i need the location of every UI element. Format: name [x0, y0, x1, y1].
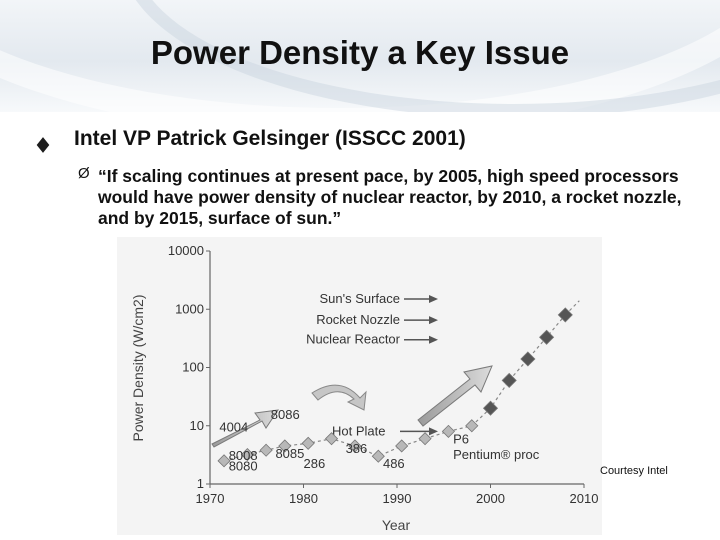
x-axis-label: Year [382, 517, 411, 533]
reference-label: Nuclear Reactor [306, 332, 401, 347]
data-point [395, 439, 409, 453]
trend-line [223, 314, 566, 462]
trend-arrow-icon [417, 365, 493, 427]
data-point [217, 454, 231, 468]
reference-arrowhead [429, 335, 438, 344]
reference-label: Rocket Nozzle [316, 312, 400, 327]
data-point [418, 432, 432, 446]
y-tick-label: 100 [182, 360, 204, 375]
data-point [501, 372, 517, 388]
y-tick-label: 1000 [175, 301, 204, 316]
chart-background [117, 237, 602, 535]
quote-text: “If scaling continues at present pace, b… [98, 166, 682, 228]
chip-label: 386 [346, 441, 368, 456]
chip-label: 286 [304, 456, 326, 471]
y-tick-label: 1 [197, 476, 204, 491]
data-point [324, 432, 339, 446]
credit-text: Courtesy Intel [600, 465, 668, 477]
slide-title: Power Density a Key Issue [150, 34, 570, 71]
data-point [539, 329, 555, 345]
chip-label: 8086 [271, 407, 300, 422]
title-banner [0, 0, 720, 112]
reference-arrowhead [429, 294, 438, 303]
chip-label: 4004 [219, 419, 248, 434]
reference-arrowhead [429, 427, 438, 436]
chip-label: 8008 [229, 448, 258, 463]
x-tick-label: 1970 [196, 491, 225, 506]
data-point [240, 448, 254, 462]
x-tick-label: 1980 [289, 491, 318, 506]
y-tick-label: 10 [190, 418, 204, 433]
curved-arrow-icon [311, 384, 367, 411]
data-point [520, 351, 536, 367]
chip-label: 8085 [275, 446, 304, 461]
data-point [278, 439, 292, 453]
reference-label: Sun's Surface [319, 291, 400, 306]
data-point [441, 424, 455, 438]
y-axis-label: Power Density (W/cm2) [130, 294, 146, 441]
reference-arrowhead [429, 316, 438, 325]
data-point [348, 439, 362, 453]
chip-label: 486 [383, 456, 405, 471]
bullet-text: Intel VP Patrick Gelsinger (ISSCC 2001) [74, 127, 466, 150]
chip-label: P6 [453, 431, 469, 446]
sub-bullet-arrow-icon: Ø [78, 165, 90, 182]
data-point [371, 449, 385, 463]
x-tick-label: 1990 [383, 491, 412, 506]
data-point [465, 419, 479, 433]
banner-swoosh [0, 0, 720, 112]
data-point [557, 307, 573, 323]
chip-label: Pentium® proc [453, 447, 540, 462]
trend-arrow-icon [211, 409, 280, 448]
data-point [259, 443, 273, 457]
x-tick-label: 2000 [476, 491, 505, 506]
y-tick-label: 10000 [168, 243, 204, 258]
data-point [301, 436, 315, 450]
data-point [482, 400, 499, 416]
reference-label: Hot Plate [332, 423, 385, 438]
chip-label: 8080 [229, 459, 258, 474]
x-tick-label: 2010 [570, 491, 599, 506]
